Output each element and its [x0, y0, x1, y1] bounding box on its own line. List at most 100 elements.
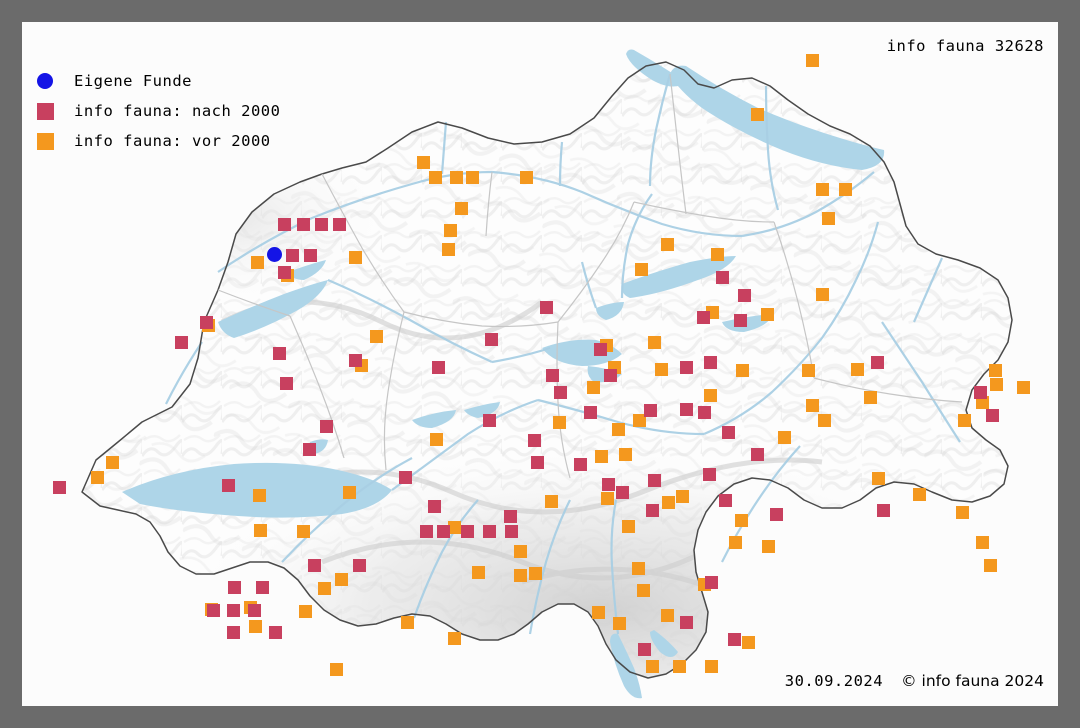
- marker-before-2000[interactable]: [761, 539, 775, 553]
- marker-before-2000[interactable]: [447, 631, 461, 645]
- marker-after-2000[interactable]: [272, 346, 286, 360]
- marker-after-2000[interactable]: [436, 524, 450, 538]
- legend-item-vor-2000[interactable]: info fauna: vor 2000: [30, 126, 280, 156]
- marker-after-2000[interactable]: [319, 419, 333, 433]
- marker-after-2000[interactable]: [718, 493, 732, 507]
- marker-after-2000[interactable]: [679, 615, 693, 629]
- marker-before-2000[interactable]: [660, 608, 674, 622]
- legend-item-eigene-funde[interactable]: Eigene Funde: [30, 66, 280, 96]
- marker-after-2000[interactable]: [419, 524, 433, 538]
- marker-after-2000[interactable]: [279, 376, 293, 390]
- marker-after-2000[interactable]: [307, 558, 321, 572]
- marker-after-2000[interactable]: [727, 632, 741, 646]
- marker-before-2000[interactable]: [90, 470, 104, 484]
- marker-after-2000[interactable]: [255, 580, 269, 594]
- marker-after-2000[interactable]: [226, 603, 240, 617]
- marker-after-2000[interactable]: [352, 558, 366, 572]
- marker-after-2000[interactable]: [973, 385, 987, 399]
- marker-after-2000[interactable]: [704, 575, 718, 589]
- marker-before-2000[interactable]: [621, 519, 635, 533]
- marker-before-2000[interactable]: [703, 388, 717, 402]
- marker-before-2000[interactable]: [428, 170, 442, 184]
- marker-before-2000[interactable]: [631, 561, 645, 575]
- marker-after-2000[interactable]: [545, 368, 559, 382]
- marker-before-2000[interactable]: [552, 415, 566, 429]
- marker-after-2000[interactable]: [302, 442, 316, 456]
- marker-before-2000[interactable]: [400, 615, 414, 629]
- marker-after-2000[interactable]: [715, 270, 729, 284]
- marker-before-2000[interactable]: [416, 155, 430, 169]
- marker-after-2000[interactable]: [427, 499, 441, 513]
- marker-after-2000[interactable]: [527, 433, 541, 447]
- marker-before-2000[interactable]: [760, 307, 774, 321]
- marker-after-2000[interactable]: [52, 480, 66, 494]
- marker-after-2000[interactable]: [721, 425, 735, 439]
- marker-before-2000[interactable]: [441, 242, 455, 256]
- marker-after-2000[interactable]: [482, 413, 496, 427]
- marker-after-2000[interactable]: [985, 408, 999, 422]
- marker-after-2000[interactable]: [174, 335, 188, 349]
- marker-before-2000[interactable]: [801, 363, 815, 377]
- marker-before-2000[interactable]: [612, 616, 626, 630]
- marker-before-2000[interactable]: [248, 619, 262, 633]
- marker-before-2000[interactable]: [447, 520, 461, 534]
- marker-after-2000[interactable]: [679, 402, 693, 416]
- marker-before-2000[interactable]: [513, 544, 527, 558]
- marker-before-2000[interactable]: [975, 395, 989, 409]
- marker-after-2000[interactable]: [314, 217, 328, 231]
- marker-before-2000[interactable]: [429, 432, 443, 446]
- marker-after-2000[interactable]: [601, 477, 615, 491]
- marker-before-2000[interactable]: [471, 565, 485, 579]
- marker-before-2000[interactable]: [252, 488, 266, 502]
- marker-before-2000[interactable]: [957, 413, 971, 427]
- marker-after-2000[interactable]: [460, 524, 474, 538]
- marker-after-2000[interactable]: [737, 288, 751, 302]
- marker-own-find[interactable]: [266, 246, 282, 262]
- marker-before-2000[interactable]: [250, 255, 264, 269]
- marker-after-2000[interactable]: [643, 403, 657, 417]
- marker-before-2000[interactable]: [369, 329, 383, 343]
- marker-before-2000[interactable]: [544, 494, 558, 508]
- marker-after-2000[interactable]: [398, 470, 412, 484]
- marker-after-2000[interactable]: [615, 485, 629, 499]
- marker-after-2000[interactable]: [482, 524, 496, 538]
- marker-before-2000[interactable]: [863, 390, 877, 404]
- marker-after-2000[interactable]: [332, 217, 346, 231]
- marker-before-2000[interactable]: [871, 471, 885, 485]
- marker-after-2000[interactable]: [247, 603, 261, 617]
- marker-after-2000[interactable]: [769, 507, 783, 521]
- marker-before-2000[interactable]: [815, 182, 829, 196]
- marker-before-2000[interactable]: [594, 449, 608, 463]
- marker-before-2000[interactable]: [342, 485, 356, 499]
- marker-after-2000[interactable]: [645, 503, 659, 517]
- marker-before-2000[interactable]: [821, 211, 835, 225]
- marker-after-2000[interactable]: [553, 385, 567, 399]
- legend-item-nach-2000[interactable]: info fauna: nach 2000: [30, 96, 280, 126]
- marker-before-2000[interactable]: [600, 491, 614, 505]
- marker-after-2000[interactable]: [876, 503, 890, 517]
- marker-after-2000[interactable]: [484, 332, 498, 346]
- marker-before-2000[interactable]: [329, 662, 343, 676]
- marker-after-2000[interactable]: [206, 603, 220, 617]
- marker-after-2000[interactable]: [679, 360, 693, 374]
- marker-before-2000[interactable]: [741, 635, 755, 649]
- marker-before-2000[interactable]: [634, 262, 648, 276]
- marker-before-2000[interactable]: [777, 430, 791, 444]
- marker-after-2000[interactable]: [583, 405, 597, 419]
- marker-before-2000[interactable]: [454, 201, 468, 215]
- marker-before-2000[interactable]: [728, 535, 742, 549]
- marker-after-2000[interactable]: [303, 248, 317, 262]
- marker-after-2000[interactable]: [703, 355, 717, 369]
- marker-before-2000[interactable]: [975, 535, 989, 549]
- marker-before-2000[interactable]: [513, 568, 527, 582]
- marker-after-2000[interactable]: [696, 310, 710, 324]
- marker-before-2000[interactable]: [586, 380, 600, 394]
- marker-after-2000[interactable]: [221, 478, 235, 492]
- marker-after-2000[interactable]: [226, 625, 240, 639]
- marker-after-2000[interactable]: [647, 473, 661, 487]
- marker-after-2000[interactable]: [431, 360, 445, 374]
- marker-before-2000[interactable]: [735, 363, 749, 377]
- marker-before-2000[interactable]: [317, 581, 331, 595]
- marker-before-2000[interactable]: [815, 287, 829, 301]
- marker-before-2000[interactable]: [348, 250, 362, 264]
